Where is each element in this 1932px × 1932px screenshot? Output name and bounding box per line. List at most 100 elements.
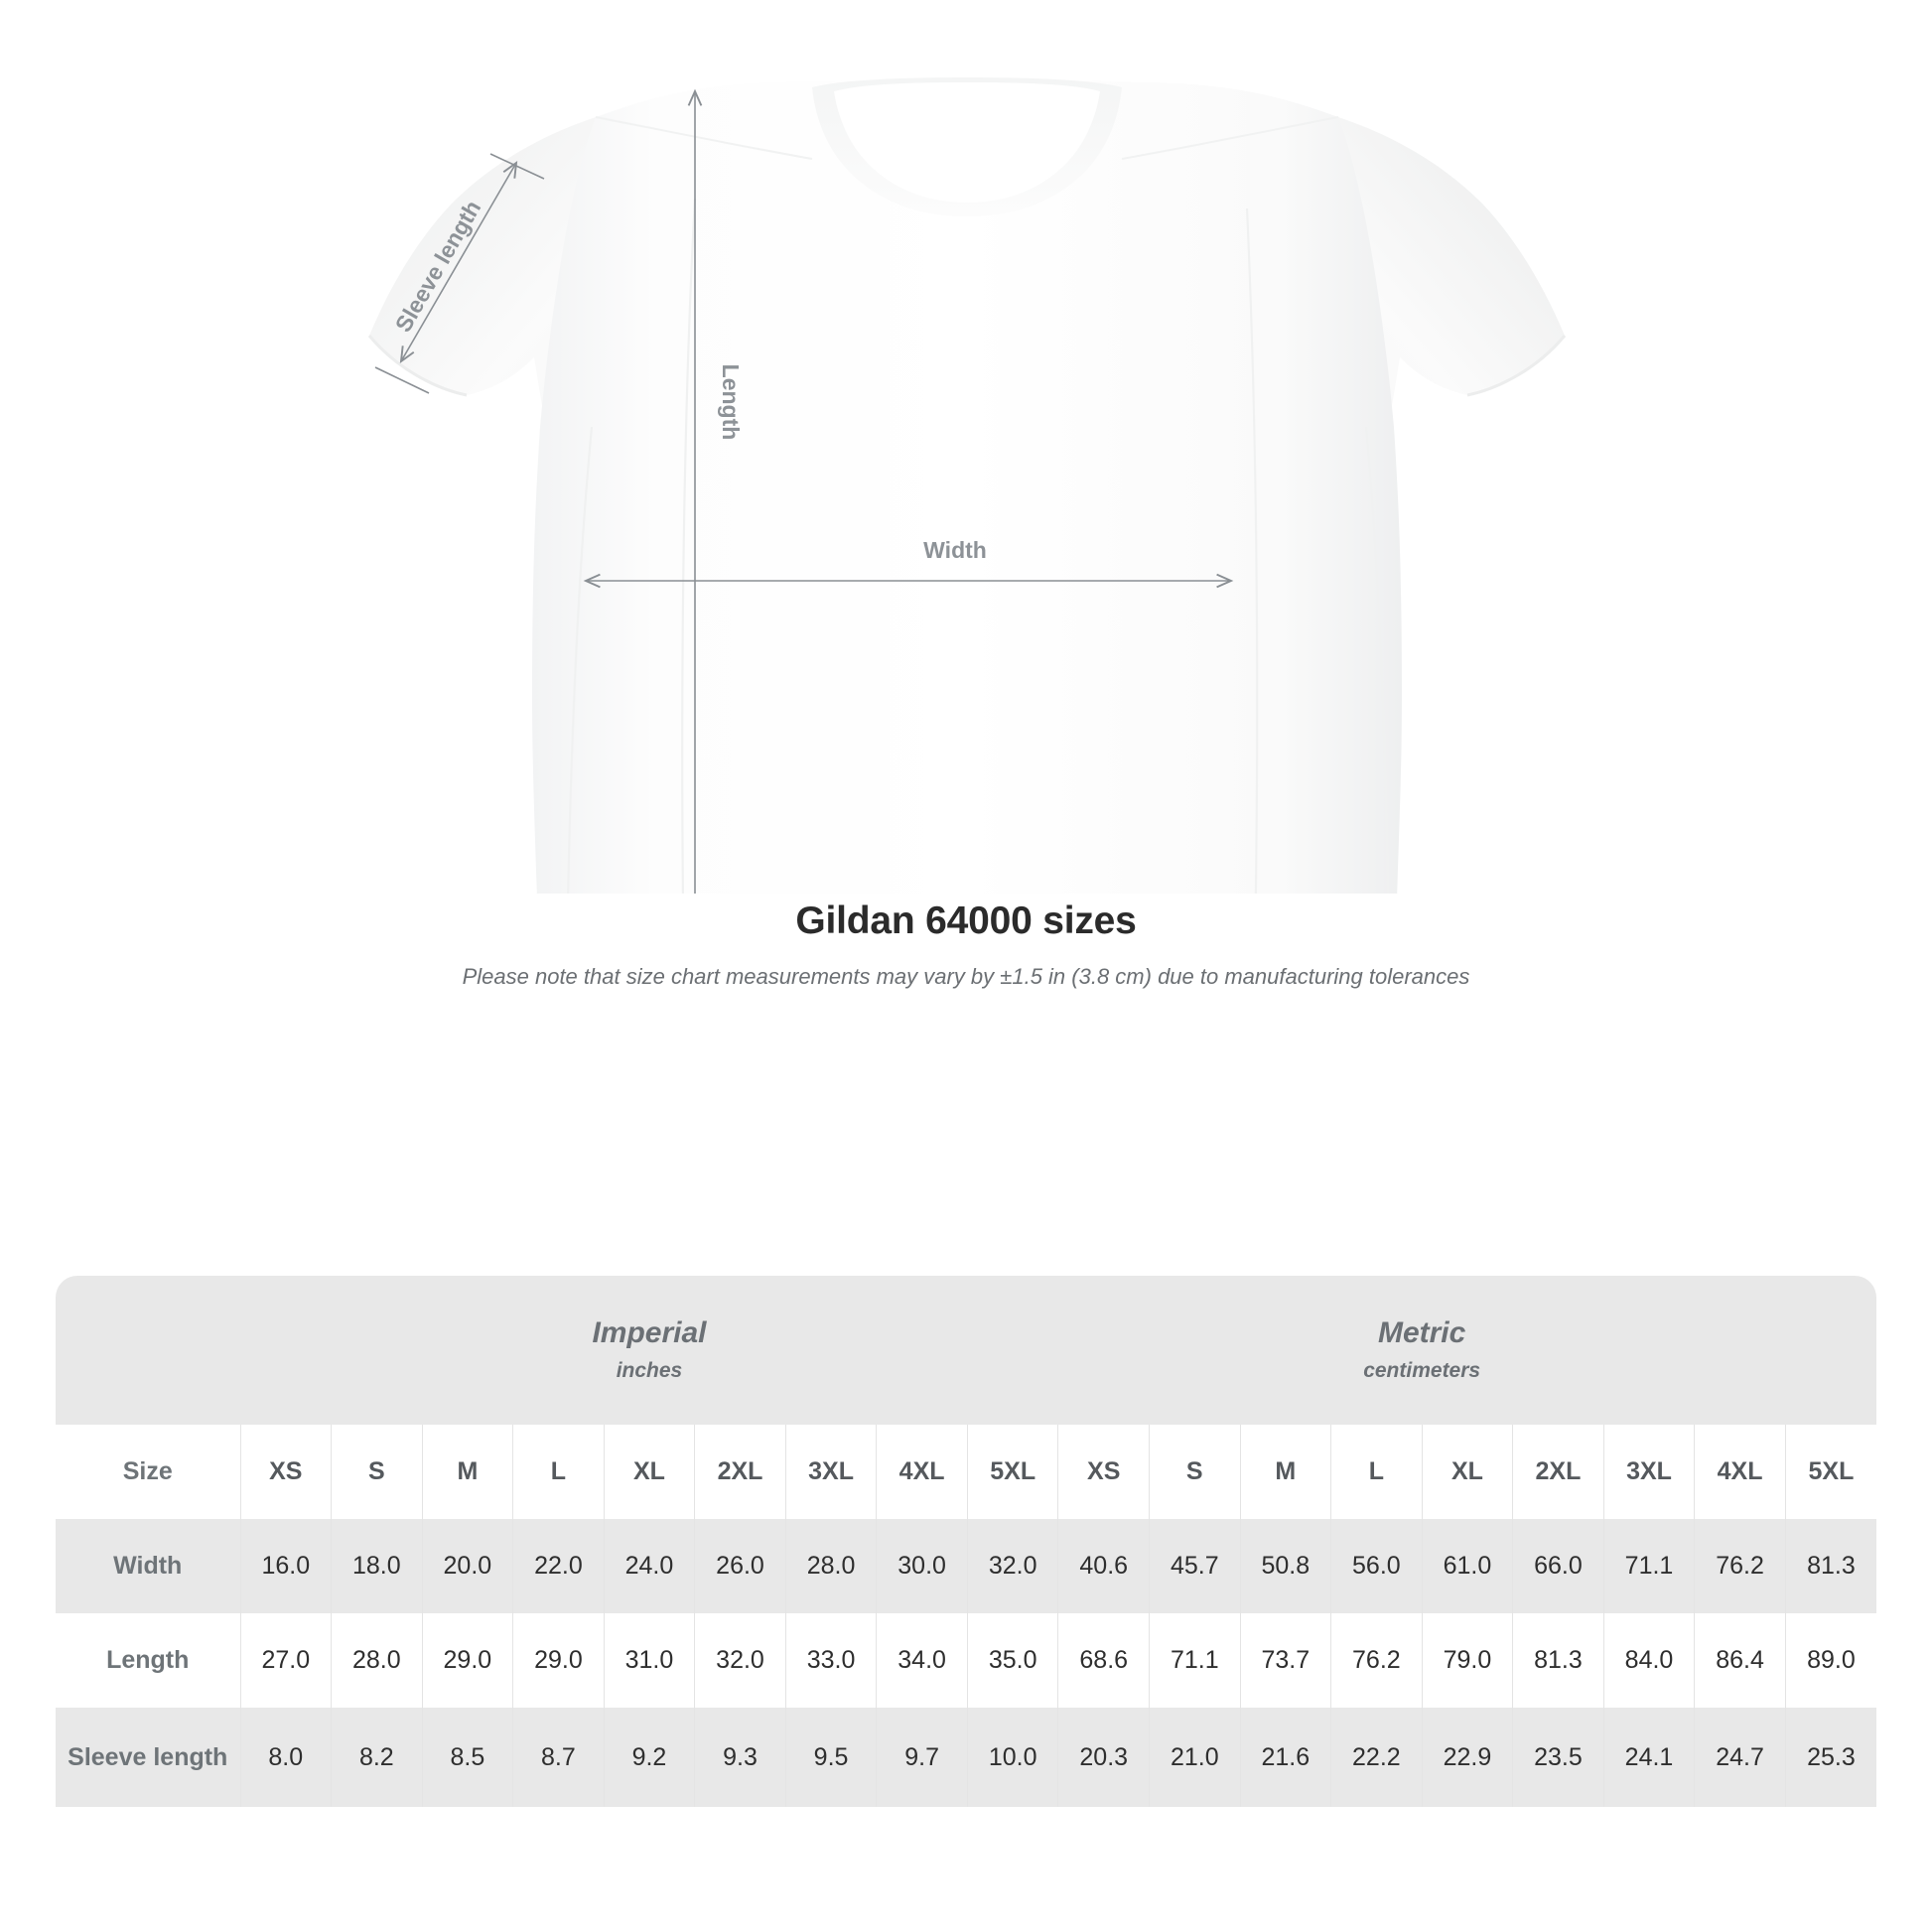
table-row-size: Size XS S M L XL 2XL 3XL 4XL 5XL XS S M … [56, 1425, 1876, 1519]
table-cell: 76.2 [1330, 1613, 1423, 1708]
table-cell: 24.0 [603, 1519, 696, 1613]
length-dimension: Length [687, 88, 744, 894]
table-cell: 81.3 [1512, 1613, 1604, 1708]
table-cell: 28.0 [331, 1613, 423, 1708]
table-cell: 34.0 [876, 1613, 968, 1708]
table-row-sleeve-length: Sleeve length 8.0 8.2 8.5 8.7 9.2 9.3 9.… [56, 1708, 1876, 1807]
table-cell: 24.1 [1602, 1708, 1696, 1807]
unit-group-imperial-units: inches [616, 1358, 683, 1382]
table-cell: 9.7 [876, 1708, 968, 1807]
table-cell: 71.1 [1602, 1519, 1696, 1613]
table-cell: 29.0 [512, 1613, 605, 1708]
table-unit-header: Imperial inches Metric centimeters [56, 1276, 1876, 1425]
size-header-cell: XL [603, 1425, 696, 1519]
table-cell: 29.0 [421, 1613, 514, 1708]
sleeve-length-arrow [399, 160, 518, 364]
table-cell: 31.0 [603, 1613, 696, 1708]
table-cell: 20.3 [1057, 1708, 1150, 1807]
table-cell: 8.7 [512, 1708, 605, 1807]
table-cell: 61.0 [1421, 1519, 1514, 1613]
table-row-width: Width 16.0 18.0 20.0 22.0 24.0 26.0 28.0… [56, 1519, 1876, 1613]
unit-group-metric-name: Metric [1377, 1316, 1466, 1350]
table-cell: 32.0 [966, 1519, 1059, 1613]
table-cell: 22.2 [1330, 1708, 1423, 1807]
table-cell: 24.7 [1694, 1708, 1786, 1807]
size-header-cell: 2XL [1512, 1425, 1604, 1519]
table-cell: 50.8 [1239, 1519, 1332, 1613]
table-cell: 56.0 [1330, 1519, 1423, 1613]
row-header-width: Width [56, 1519, 240, 1613]
table-row-length: Length 27.0 28.0 29.0 29.0 31.0 32.0 33.… [56, 1613, 1876, 1708]
unit-header-end [1785, 1276, 1876, 1425]
size-header-cell: S [1149, 1425, 1241, 1519]
table-cell: 81.3 [1784, 1519, 1876, 1613]
size-header-cell: XL [1421, 1425, 1514, 1519]
size-header-cell: 2XL [694, 1425, 786, 1519]
size-chart-table-container: Imperial inches Metric centimeters Size … [56, 1276, 1876, 1807]
size-header-cell: 3XL [784, 1425, 878, 1519]
shoulder-seams [595, 116, 1339, 160]
size-header-cell: M [421, 1425, 514, 1519]
width-label: Width [923, 537, 987, 563]
table-cell: 35.0 [966, 1613, 1059, 1708]
size-chart-table: Imperial inches Metric centimeters Size … [56, 1276, 1876, 1807]
table-cell: 84.0 [1602, 1613, 1696, 1708]
table-cell: 22.9 [1421, 1708, 1514, 1807]
table-cell: 21.6 [1239, 1708, 1332, 1807]
size-header-cell: M [1239, 1425, 1332, 1519]
table-cell: 45.7 [1149, 1519, 1241, 1613]
table-cell: 32.0 [694, 1613, 786, 1708]
table-cell: 10.0 [966, 1708, 1059, 1807]
table-cell: 22.0 [512, 1519, 605, 1613]
unit-header-spacer [56, 1276, 240, 1425]
unit-group-imperial-name: Imperial [592, 1316, 707, 1350]
table-cell: 73.7 [1239, 1613, 1332, 1708]
table-cell: 16.0 [239, 1519, 333, 1613]
table-cell: 8.2 [331, 1708, 423, 1807]
size-header-cell: S [331, 1425, 423, 1519]
page-title: Gildan 64000 sizes [795, 899, 1137, 942]
size-header-cell: XS [1057, 1425, 1150, 1519]
table-cell: 21.0 [1149, 1708, 1241, 1807]
tshirt-silhouette [367, 77, 1567, 894]
table-body: Size XS S M L XL 2XL 3XL 4XL 5XL XS S M … [56, 1425, 1876, 1807]
unit-group-metric: Metric centimeters [1057, 1276, 1786, 1425]
size-header-cell: L [1330, 1425, 1423, 1519]
table-cell: 40.6 [1057, 1519, 1150, 1613]
table-cell: 86.4 [1694, 1613, 1786, 1708]
table-cell: 33.0 [784, 1613, 878, 1708]
row-header-length: Length [56, 1613, 240, 1708]
tshirt-measurement-diagram: Sleeve length Length Width [0, 0, 1932, 894]
table-cell: 79.0 [1421, 1613, 1514, 1708]
chart-heading: Gildan 64000 sizes Please note that size… [0, 898, 1932, 991]
table-cell: 9.3 [694, 1708, 786, 1807]
table-cell: 68.6 [1057, 1613, 1150, 1708]
sleeve-hems [367, 335, 1567, 397]
row-header-size: Size [56, 1425, 240, 1519]
table-cell: 27.0 [239, 1613, 333, 1708]
table-cell: 20.0 [421, 1519, 514, 1613]
table-cell: 9.5 [784, 1708, 878, 1807]
length-label: Length [718, 364, 744, 441]
row-header-sleeve-length: Sleeve length [56, 1708, 240, 1807]
size-header-cell: XS [239, 1425, 333, 1519]
size-header-cell: 5XL [1784, 1425, 1876, 1519]
table-cell: 18.0 [331, 1519, 423, 1613]
collar-inner [834, 82, 1100, 203]
table-cell: 66.0 [1512, 1519, 1604, 1613]
table-cell: 26.0 [694, 1519, 786, 1613]
table-cell: 28.0 [784, 1519, 878, 1613]
size-header-cell: 5XL [966, 1425, 1059, 1519]
sleeve-tick-bottom [374, 366, 430, 394]
table-cell: 30.0 [876, 1519, 968, 1613]
size-header-cell: L [512, 1425, 605, 1519]
table-cell: 71.1 [1149, 1613, 1241, 1708]
table-cell: 25.3 [1784, 1708, 1876, 1807]
unit-group-imperial: Imperial inches [240, 1276, 1058, 1425]
table-cell: 8.0 [239, 1708, 333, 1807]
tolerance-note: Please note that size chart measurements… [462, 963, 1470, 989]
table-cell: 89.0 [1784, 1613, 1876, 1708]
table-cell: 9.2 [603, 1708, 696, 1807]
size-header-cell: 4XL [876, 1425, 968, 1519]
